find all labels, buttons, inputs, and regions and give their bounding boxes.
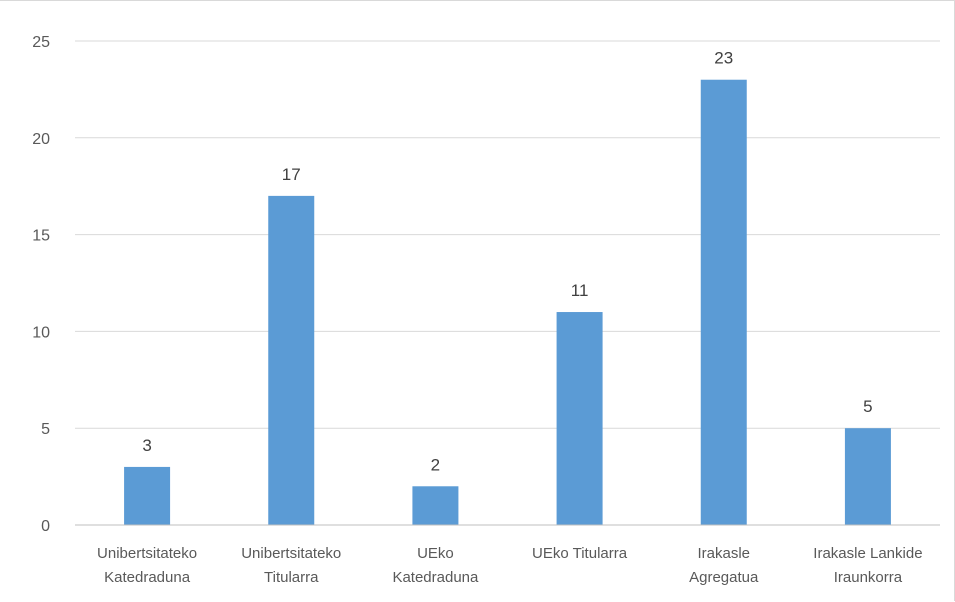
x-axis-category-labels: Unibertsitateko KatedradunaUnibertsitatek… xyxy=(97,545,922,586)
data-label: 17 xyxy=(282,165,301,184)
data-label: 3 xyxy=(142,436,151,455)
x-category-label-line: Titularra xyxy=(264,569,319,586)
bars xyxy=(124,79,891,525)
x-category-label: UEko Katedraduna xyxy=(392,545,479,586)
y-tick-label: 5 xyxy=(41,421,50,438)
bar xyxy=(700,79,747,525)
x-category-label-line: Unibertsitateko xyxy=(97,545,197,562)
y-tick-label: 15 xyxy=(32,228,50,245)
bar xyxy=(268,195,315,525)
x-category-label: Unibertsitateko Titularra xyxy=(241,545,341,586)
data-label: 2 xyxy=(431,455,440,474)
x-category-label-line: UEko Titularra xyxy=(532,545,628,562)
x-category-label: UEko Titularra xyxy=(532,545,628,562)
x-category-label-line: Unibertsitateko xyxy=(241,545,341,562)
data-label: 5 xyxy=(863,397,872,416)
x-category-label: Unibertsitateko Katedraduna xyxy=(97,545,197,586)
bar xyxy=(844,428,891,525)
bar xyxy=(124,466,171,525)
x-category-label-line: Agregatua xyxy=(689,569,759,586)
y-tick-label: 10 xyxy=(32,324,50,341)
bar xyxy=(412,486,459,525)
data-label: 23 xyxy=(714,49,733,68)
x-category-label-line: Iraunkorra xyxy=(834,569,903,586)
data-labels: 3 17 2 11 23 5 xyxy=(142,49,872,475)
y-tick-label: 20 xyxy=(32,131,50,148)
x-category-label-line: Katedraduna xyxy=(392,569,479,586)
x-category-label-line: Irakasle xyxy=(697,545,750,562)
x-category-label-line: UEko xyxy=(417,545,454,562)
data-label: 11 xyxy=(571,281,589,300)
y-tick-label: 25 xyxy=(32,34,50,51)
x-category-label-line: Katedraduna xyxy=(104,569,191,586)
y-tick-label: 0 xyxy=(41,518,50,535)
x-category-label: Irakasle Lankide Iraunkorra xyxy=(813,545,922,586)
gridlines xyxy=(75,40,940,429)
bar xyxy=(556,312,603,525)
x-category-label-line: Irakasle Lankide xyxy=(813,545,922,562)
x-category-label: Irakasle Agregatua xyxy=(689,545,759,586)
y-axis-tick-labels: 0 5 10 15 20 25 xyxy=(32,34,50,535)
